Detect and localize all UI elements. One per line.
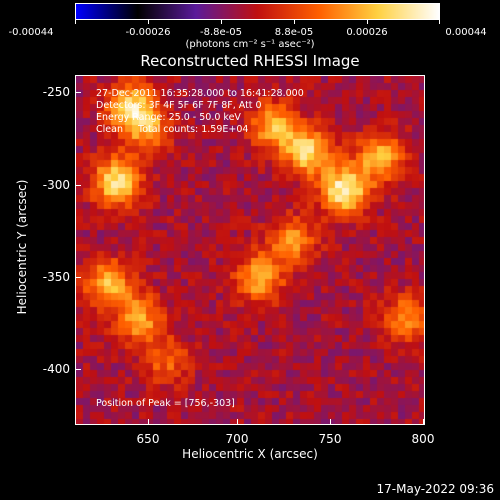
x-tick-label: 700 [225,432,249,446]
colorbar-tickmark [148,20,149,24]
colorbar-tick-label: 0.00026 [346,27,388,38]
colorbar-tick-label: 8.8e-05 [274,27,314,38]
x-tick-label: 650 [136,432,160,446]
y-tick-label: -300 [42,178,70,192]
plot-area[interactable]: 27-Dec-2011 16:35:28.000 to 16:41:28.000… [75,75,425,425]
colorbar-tick-label: -0.00026 [125,27,171,38]
info-energy: Energy Range: 25.0 - 50.0 keV [96,112,241,123]
y-tick-label: -400 [42,362,70,376]
info-detectors: Detectors: 3F 4F 5F 6F 7F 8F, Att 0 [96,100,262,111]
info-clean: Clean Total counts: 1.59E+04 [96,124,249,135]
colorbar [75,3,440,20]
y-tickmark [75,185,81,186]
x-tickmark [237,419,238,425]
y-tick-label: -250 [42,85,70,99]
y-tick-label: -350 [42,270,70,284]
colorbar-tickmark [221,20,222,24]
x-tickmark [148,419,149,425]
colorbar-tickmark [439,20,440,24]
colorbar-tickmark [75,20,76,24]
colorbar-tick-label: 0.00044 [445,27,487,38]
colorbar-tick-label: -8.8e-05 [200,27,242,38]
chart-title: Reconstructed RHESSI Image [140,52,360,70]
x-axis-label: Heliocentric X (arcsec) [182,447,318,461]
y-axis-label: Heliocentric Y (arcsec) [15,179,29,315]
colorbar-tickmark [294,20,295,24]
x-tick-label: 750 [318,432,342,446]
colorbar-tickmark [367,20,368,24]
heatmap-image[interactable] [76,76,424,424]
x-tick-label: 800 [411,432,435,446]
colorbar-units: (photons cm⁻² s⁻¹ asec⁻²) [185,39,315,50]
y-tickmark [75,92,81,93]
y-tickmark [75,369,81,370]
y-tickmark [75,277,81,278]
timestamp-footer: 17-May-2022 09:36 [376,482,494,496]
x-tickmark [423,419,424,425]
x-tickmark [330,419,331,425]
info-time: 27-Dec-2011 16:35:28.000 to 16:41:28.000 [96,88,304,99]
colorbar-tick-label: -0.00044 [8,27,54,38]
info-peak: Position of Peak = [756,-303] [96,398,235,409]
